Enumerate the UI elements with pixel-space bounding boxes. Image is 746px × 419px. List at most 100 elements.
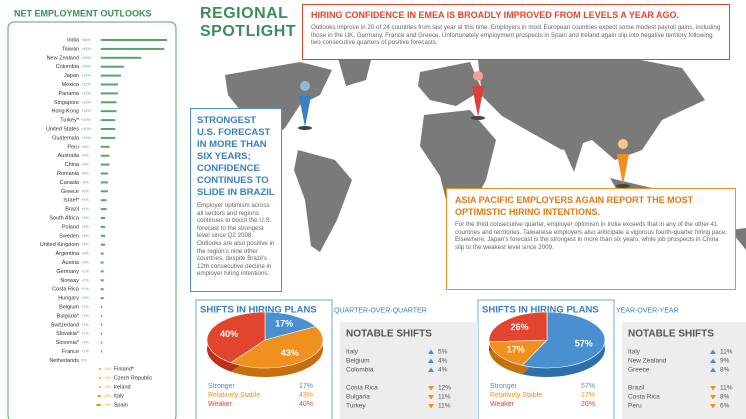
shift-value: 9%: [720, 358, 730, 365]
value-label: +44%: [81, 47, 91, 51]
bar: [100, 172, 108, 175]
country-label: Slovakia*: [56, 331, 80, 337]
pie-slice: [264, 311, 317, 341]
value-label: +46%: [81, 38, 91, 42]
bar: [100, 217, 106, 219]
country-label: India: [67, 37, 80, 43]
bar: [100, 270, 104, 273]
country-label: Guatemala: [52, 135, 80, 141]
legend-label: Weaker: [208, 401, 233, 408]
south-america: [294, 150, 352, 252]
shift-arrow: [710, 367, 716, 372]
country-label: Ireland: [114, 384, 131, 390]
value-label: -3%: [104, 403, 111, 407]
bar: [100, 279, 104, 282]
bar: [100, 74, 121, 77]
legend-value: 57%: [581, 383, 595, 390]
pie-slice: [230, 326, 324, 369]
shift-arrow: [428, 404, 434, 409]
shift-country: Colombia: [346, 367, 374, 374]
shift-value: 11%: [720, 385, 733, 392]
qoq-panel: [195, 299, 333, 419]
americas-callout: STRONGEST U.S. FORECAST IN MORE THAN SIX…: [190, 108, 282, 292]
bar: [100, 47, 165, 50]
value-label: +1%: [81, 332, 89, 336]
bar: [100, 92, 119, 95]
shift-country: Turkey: [346, 403, 366, 410]
pin-emea: [471, 71, 485, 120]
outlook-panel: [7, 21, 177, 419]
shift-country: Belgium: [346, 358, 369, 365]
country-label: Switzerland: [51, 322, 79, 328]
value-label: +3%: [81, 225, 89, 229]
value-label: +10%: [81, 136, 91, 140]
bar: [100, 234, 106, 237]
value-label: +11%: [81, 100, 91, 104]
europe: [418, 62, 482, 106]
country-label: Greece: [61, 189, 79, 195]
shift-value: 4%: [438, 367, 448, 374]
shift-arrow: [428, 386, 434, 391]
value-label: +14%: [81, 74, 91, 78]
shift-arrow: [710, 386, 716, 391]
value-label: +10%: [81, 118, 91, 122]
value-label: +1%: [81, 305, 89, 309]
country-label: Belgium: [59, 304, 79, 310]
shift-arrow: [710, 395, 716, 400]
bar: [100, 350, 103, 353]
value-label: +2%: [81, 252, 89, 256]
bar: [100, 128, 116, 130]
pie-slice: [488, 339, 548, 366]
country-label: Slovenia*: [56, 340, 80, 346]
country-label: Brazil: [65, 207, 79, 213]
bar: [100, 154, 110, 157]
value-label: +1%: [81, 341, 89, 345]
value-label: +4%: [81, 207, 89, 211]
bar: [100, 243, 106, 246]
bar: [100, 332, 103, 335]
value-label: +2%: [81, 261, 89, 265]
bar: [100, 145, 110, 148]
legend-value: 26%: [581, 401, 595, 408]
country-label: Hungary: [58, 296, 79, 302]
value-label: +11%: [81, 109, 91, 113]
bar: [100, 101, 117, 104]
value-label: +5%: [81, 180, 89, 184]
value-label: +6%: [81, 154, 89, 158]
country-label: Germany: [56, 269, 79, 275]
callout-title: HIRING CONFIDENCE IN EMEA IS BROADLY IMP…: [311, 10, 680, 20]
bar: [100, 56, 142, 59]
country-label: Panama: [59, 91, 80, 97]
country-label: Colombia: [56, 64, 80, 70]
pin-americas: [298, 81, 312, 130]
shift-country: New Zealand: [628, 358, 667, 365]
shift-country: Costa Rica: [628, 394, 660, 401]
shift-country: Bulgaria: [346, 394, 370, 401]
country-label: Argentina: [55, 251, 79, 257]
bar: [100, 181, 108, 184]
legend-label: Weaker: [490, 401, 515, 408]
legend-label: Stronger: [208, 383, 236, 390]
shift-arrow: [710, 358, 716, 363]
india: [560, 140, 584, 172]
pie-label: 17%: [507, 345, 525, 355]
bar: [99, 377, 101, 379]
bar: [99, 368, 101, 370]
value-label: +1%: [81, 314, 89, 318]
notable-title: NOTABLE SHIFTS: [346, 329, 432, 340]
shift-arrow: [428, 349, 434, 354]
value-label: +5%: [81, 189, 89, 193]
country-label: Australia: [58, 153, 80, 159]
shift-country: Italy: [628, 349, 641, 356]
country-label: Mexico: [62, 82, 79, 88]
value-label: +16%: [81, 65, 91, 69]
legend-value: 17%: [299, 383, 313, 390]
country-label: South Africa: [49, 215, 80, 221]
callout-text: For the third consecutive quarter, emplo…: [455, 221, 727, 251]
shift-value: 5%: [438, 349, 448, 356]
bar: [100, 314, 103, 317]
country-label: Poland: [62, 224, 79, 230]
world-map: [225, 52, 746, 252]
chart-subtitle: QUARTER-OVER-QUARTER: [334, 307, 427, 314]
